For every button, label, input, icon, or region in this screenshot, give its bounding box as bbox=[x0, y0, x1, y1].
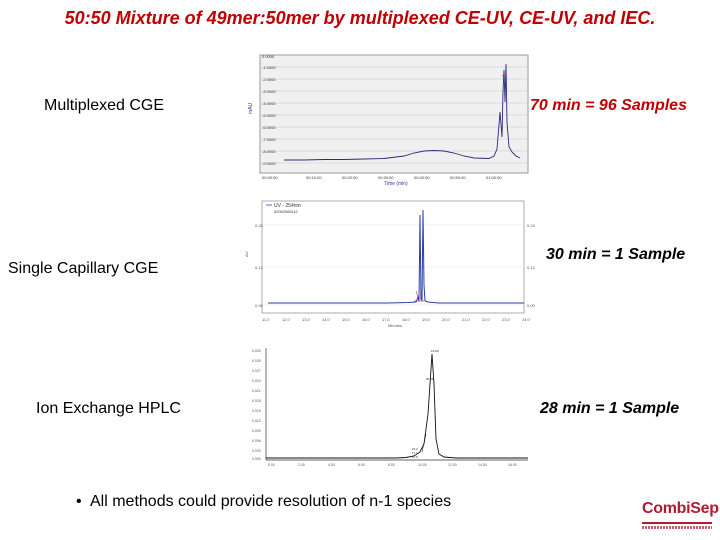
rate-label-ion-exchange: 28 min = 1 Sample bbox=[540, 400, 680, 417]
svg-text:-3.0000: -3.0000 bbox=[262, 89, 276, 94]
svg-text:0.024: 0.024 bbox=[252, 379, 261, 383]
svg-text:AU: AU bbox=[244, 251, 249, 257]
rate-label-single-capillary: 30 min = 1 Sample bbox=[546, 246, 686, 263]
svg-text:-1.0000: -1.0000 bbox=[262, 65, 276, 70]
svg-text:0.00: 0.00 bbox=[527, 303, 536, 308]
svg-text:0.24: 0.24 bbox=[527, 223, 536, 228]
svg-text:00:00:00: 00:00:00 bbox=[262, 175, 278, 180]
svg-text:23.0: 23.0 bbox=[502, 317, 511, 322]
bullet-dot-icon: • bbox=[76, 493, 82, 510]
svg-text:Minutes: Minutes bbox=[388, 323, 402, 328]
svg-text:0.06: 0.06 bbox=[255, 303, 264, 308]
svg-text:14.00: 14.00 bbox=[478, 463, 487, 467]
svg-text:0.030: 0.030 bbox=[252, 359, 261, 363]
svg-text:17.6: 17.6 bbox=[412, 455, 418, 459]
svg-text:22.0: 22.0 bbox=[482, 317, 491, 322]
svg-text:24.0: 24.0 bbox=[522, 317, 531, 322]
svg-text:2.00: 2.00 bbox=[298, 463, 305, 467]
svg-text:19.0: 19.0 bbox=[422, 317, 431, 322]
svg-text:18.0: 18.0 bbox=[402, 317, 411, 322]
ion-exchange-hplc-chart: 0.034 0.030 0.027 0.024 0.021 0.018 0.015 0.0… bbox=[246, 344, 530, 472]
svg-text:-2.0000: -2.0000 bbox=[262, 77, 276, 82]
slide-title: 50:50 Mixture of 49mer:50mer by multiple… bbox=[64, 8, 656, 28]
svg-text:12.00: 12.00 bbox=[448, 463, 457, 467]
svg-text:16.00: 16.00 bbox=[508, 463, 517, 467]
svg-text:17.1: 17.1 bbox=[412, 451, 418, 455]
svg-text:0.012: 0.012 bbox=[252, 419, 261, 423]
svg-text:4.00: 4.00 bbox=[328, 463, 335, 467]
svg-text:0.015: 0.015 bbox=[252, 409, 261, 413]
method-label-ion-exchange-hplc: Ion Exchange HPLC bbox=[36, 400, 181, 417]
svg-text:20.0: 20.0 bbox=[442, 317, 451, 322]
svg-text:00:50:00: 00:50:00 bbox=[450, 175, 466, 180]
svg-text:11.0: 11.0 bbox=[262, 317, 270, 322]
svg-text:mAU: mAU bbox=[248, 103, 254, 115]
svg-text:-6.0000: -6.0000 bbox=[262, 125, 276, 130]
svg-text:19.99: 19.99 bbox=[431, 349, 439, 353]
rate-label-multiplexed: 70 min = 96 Samples bbox=[530, 97, 687, 114]
single-capillary-cge-chart: 0.28 0.12 0.06 0.24 0.12 0.00 AU 11.0 12.0 13.… bbox=[238, 195, 544, 333]
method-label-multiplexed-cge: Multiplexed CGE bbox=[44, 97, 165, 114]
bullet-point: • All methods could provide resolution of… bbox=[76, 493, 451, 511]
svg-text:-9.0000: -9.0000 bbox=[262, 161, 276, 166]
svg-text:14.0: 14.0 bbox=[322, 317, 331, 322]
svg-text:10.00: 10.00 bbox=[418, 463, 427, 467]
combisep-logo: CombiSep bbox=[640, 500, 719, 534]
svg-text:16.0: 16.0 bbox=[362, 317, 371, 322]
svg-text:0.12: 0.12 bbox=[527, 265, 536, 270]
svg-text:52002560r12: 52002560r12 bbox=[274, 209, 298, 214]
chart-legend-uv: UV - 254nm bbox=[274, 203, 301, 209]
svg-text:20.45: 20.45 bbox=[426, 377, 434, 381]
logo-underline bbox=[642, 522, 712, 524]
svg-text:0.021: 0.021 bbox=[252, 389, 261, 393]
svg-text:0.003: 0.003 bbox=[252, 449, 261, 453]
svg-text:12.0: 12.0 bbox=[282, 317, 291, 322]
svg-text:13.0: 13.0 bbox=[302, 317, 311, 322]
svg-text:-4.0000: -4.0000 bbox=[262, 101, 276, 106]
svg-text:00:20:00: 00:20:00 bbox=[342, 175, 358, 180]
svg-text:-8.0000: -8.0000 bbox=[262, 149, 276, 154]
svg-text:16.2: 16.2 bbox=[412, 447, 418, 451]
svg-text:0.28: 0.28 bbox=[255, 223, 264, 228]
svg-text:0.009: 0.009 bbox=[252, 429, 261, 433]
svg-text:6.00: 6.00 bbox=[358, 463, 365, 467]
svg-text:Time (min): Time (min) bbox=[384, 181, 408, 187]
logo-tagline bbox=[642, 526, 712, 529]
svg-text:-5.0000: -5.0000 bbox=[262, 113, 276, 118]
svg-text:01:00:00: 01:00:00 bbox=[486, 175, 502, 180]
svg-text:0.0000: 0.0000 bbox=[262, 54, 275, 59]
svg-text:00:10:00: 00:10:00 bbox=[306, 175, 322, 180]
logo-text: CombiSep bbox=[642, 500, 719, 517]
svg-text:0.006: 0.006 bbox=[252, 439, 261, 443]
svg-text:00:30:00: 00:30:00 bbox=[378, 175, 394, 180]
svg-text:21.0: 21.0 bbox=[462, 317, 471, 322]
svg-text:0.00: 0.00 bbox=[268, 463, 275, 467]
svg-text:0.018: 0.018 bbox=[252, 399, 261, 403]
method-label-single-capillary-cge: Single Capillary CGE bbox=[8, 260, 159, 277]
bullet-text: All methods could provide resolution of … bbox=[90, 493, 452, 510]
svg-text:0.034: 0.034 bbox=[252, 349, 261, 353]
svg-text:0.12: 0.12 bbox=[255, 265, 264, 270]
svg-text:-7.0000: -7.0000 bbox=[262, 137, 276, 142]
svg-text:0.027: 0.027 bbox=[252, 369, 261, 373]
svg-text:00:40:00: 00:40:00 bbox=[414, 175, 430, 180]
svg-text:17.0: 17.0 bbox=[382, 317, 391, 322]
svg-text:15.0: 15.0 bbox=[342, 317, 351, 322]
svg-text:0.000: 0.000 bbox=[252, 457, 261, 461]
svg-text:8.00: 8.00 bbox=[388, 463, 395, 467]
multiplexed-cge-chart: 0.0000 -1.0000 -2.0000 -3.0000 -4.0000 -5.00… bbox=[244, 52, 530, 188]
